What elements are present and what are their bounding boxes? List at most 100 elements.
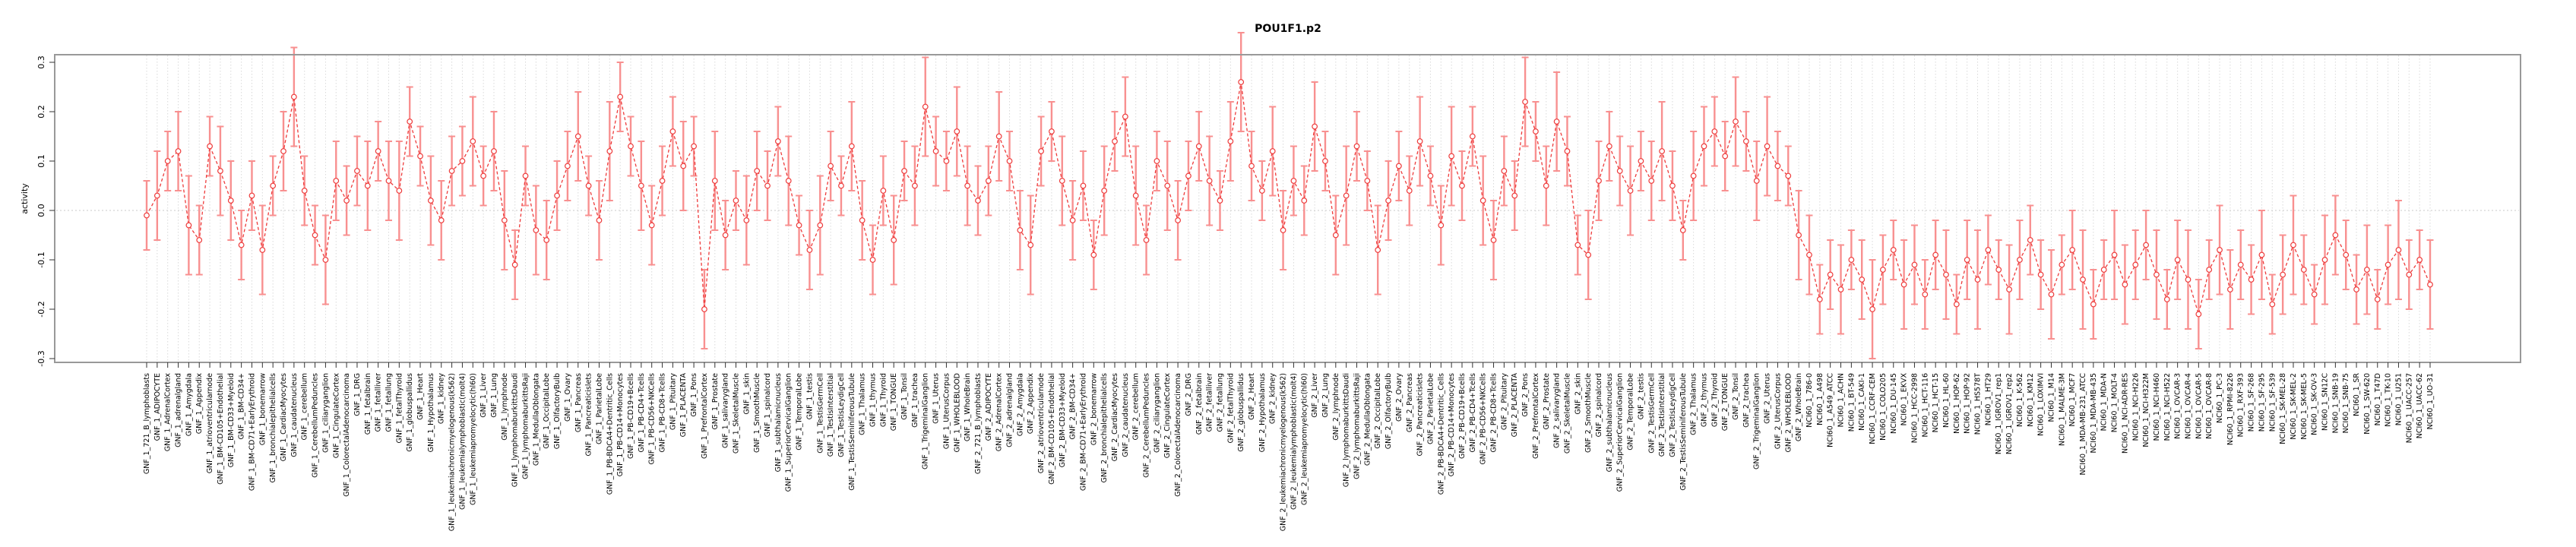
x-tick-label: GNF_1_Liver xyxy=(479,373,488,418)
data-point-marker xyxy=(1690,172,1697,179)
data-point-marker xyxy=(322,257,329,263)
x-tick-label: GNF_1_ciliaryganglion xyxy=(321,373,330,453)
data-point-marker xyxy=(1553,119,1560,125)
data-point-marker xyxy=(1585,251,1592,258)
x-tick-label: NCI60_1_HOP-92 xyxy=(1964,373,1972,434)
x-tick-label: GNF_2_TrigeminalGanglion xyxy=(1753,373,1761,470)
data-point-marker xyxy=(1859,277,1866,283)
data-point-marker xyxy=(1543,182,1549,189)
x-tick-label: NCI60_1_UACC-62 xyxy=(2416,373,2424,438)
data-point-marker xyxy=(1606,143,1612,150)
category-gridlines xyxy=(146,55,2431,362)
x-tick-label: GNF_2_Ovary xyxy=(1395,373,1404,422)
data-point-marker xyxy=(743,217,750,223)
data-point-marker xyxy=(175,148,182,154)
x-tick-label: GNF_2_CerebellumPeduncles xyxy=(1143,373,1151,478)
x-tick-label: GNF_1_testis xyxy=(805,373,814,419)
data-point-marker xyxy=(1816,296,1823,302)
data-point-marker xyxy=(1827,271,1834,278)
data-point-marker xyxy=(2174,257,2181,263)
data-point-marker xyxy=(1574,242,1581,248)
data-point-marker xyxy=(2122,281,2128,288)
data-point-marker xyxy=(2111,251,2118,258)
data-point-marker xyxy=(617,93,624,100)
data-point-marker xyxy=(480,172,487,179)
y-tick-label: -0.1 xyxy=(36,251,46,267)
x-tick-label: GNF_1_BM-CD105+Endothelial xyxy=(217,373,225,485)
x-tick-label: GNF_1_BM-CD33+Myeloid xyxy=(227,373,236,467)
data-point-marker xyxy=(2311,291,2318,298)
x-tick-label: GNF_1_WholeBrain xyxy=(964,373,972,441)
x-tick-label: NCI60_1_MDA-N xyxy=(2100,373,2109,431)
data-point-marker xyxy=(522,172,529,179)
chart-title: POU1F1.p2 xyxy=(1255,23,1321,35)
x-tick-label: GNF_1_TemporalLobe xyxy=(796,373,804,451)
data-point-marker xyxy=(1785,172,1792,179)
x-tick-label: NCI60_1_EKVX xyxy=(1900,373,1909,426)
x-tick-label: NCI60_1_LOXIMVI xyxy=(2037,373,2046,436)
x-tick-label: GNF_1_TONGUE xyxy=(890,373,898,431)
x-tick-label: GNF_2_TestisGermCell xyxy=(1647,373,1656,454)
data-point-marker xyxy=(1006,158,1013,164)
data-point-marker xyxy=(2100,267,2107,273)
x-tick-label: GNF_1_leukemiachronicmyelogenous(k562) xyxy=(448,373,457,531)
plot-border xyxy=(54,54,2521,363)
x-tick-label: GNF_2_cerebellum xyxy=(1132,373,1141,441)
data-point-marker xyxy=(227,198,234,204)
y-tick-label: 0.2 xyxy=(36,105,46,119)
x-tick-label: GNF_1_DRG xyxy=(353,373,362,416)
x-tick-label: GNF_2_leukemiapromyelocytic(hl60) xyxy=(1300,373,1309,505)
data-point-marker xyxy=(932,148,939,154)
plot-border xyxy=(54,54,2521,363)
data-point-marker xyxy=(1059,178,1065,184)
data-point-marker xyxy=(1490,237,1497,243)
data-point-marker xyxy=(2059,261,2065,268)
x-tick-label: GNF_1_ParietalLobe xyxy=(595,373,603,444)
x-tick-label: NCI60_1_A498 xyxy=(1816,373,1824,425)
x-tick-label: GNF_2_PrefrontalCortex xyxy=(1532,373,1540,459)
data-point-marker xyxy=(1511,192,1518,199)
x-tick-label: GNF_1_leukemialymphoblastic(molt4) xyxy=(458,373,467,510)
data-point-marker xyxy=(1396,163,1402,169)
data-point-marker xyxy=(1195,143,1202,150)
x-tick-label: NCI60_1_HT29 xyxy=(1984,373,1992,425)
x-tick-label: NCI60_1_SF-295 xyxy=(2258,373,2266,432)
data-point-marker xyxy=(1038,148,1044,154)
x-tick-label: GNF_2_fetalliver xyxy=(1206,373,1214,432)
data-point-marker xyxy=(943,158,950,164)
x-tick-label: NCI60_1_SK-MEL-28 xyxy=(2279,373,2287,444)
data-point-marker xyxy=(1679,227,1686,233)
x-tick-label: GNF_1_BM-CD34+ xyxy=(238,373,246,440)
y-tick-label: 0.0 xyxy=(36,204,46,217)
x-tick-label: NCI60_1_HCT-15 xyxy=(1932,373,1940,432)
x-tick-label: GNF_2_TestisSeminiferousTubule xyxy=(1679,373,1688,491)
data-point-marker xyxy=(1648,178,1655,184)
data-point-marker xyxy=(1953,301,1960,308)
data-point-marker xyxy=(1290,178,1297,184)
data-point-marker xyxy=(1995,267,2002,273)
data-point-marker xyxy=(701,306,707,312)
x-tick-label: GNF_2_subthalamicnucleus xyxy=(1606,373,1614,472)
x-tick-label: GNF_2_fetalThyroid xyxy=(1226,373,1235,443)
x-tick-label: GNF_2_BM-CD105+Endothelial xyxy=(1048,373,1056,485)
x-tick-label: NCI60_1_CAKI-1 xyxy=(1858,373,1866,431)
x-tick-label: NCI60_1_UO-31 xyxy=(2426,373,2435,429)
x-tick-label: GNF_1_SkeletalMuscle xyxy=(732,373,740,454)
data-point-marker xyxy=(1027,242,1034,248)
x-tick-label: GNF_2_lymphnode xyxy=(1332,373,1340,441)
x-tick-label: GNF_2_SuperiorCervicalGanglion xyxy=(1616,373,1625,492)
x-tick-label: GNF_1_salivarygland xyxy=(722,373,730,448)
data-point-marker xyxy=(2006,286,2012,292)
x-tick-label: GNF_2_globuspallidus xyxy=(1237,373,1245,452)
x-tick-label: GNF_2_skin xyxy=(1574,373,1582,415)
x-tick-label: GNF_1_PB-CD14+Monocytes xyxy=(616,373,625,476)
x-tick-label: GNF_2_DRG xyxy=(1185,373,1193,416)
data-point-marker xyxy=(1533,128,1539,134)
x-tick-label: GNF_1_CerebellumPeduncles xyxy=(312,373,320,478)
x-tick-label: GNF_1_kidney xyxy=(438,373,446,425)
data-point-marker xyxy=(417,153,423,160)
data-point-marker xyxy=(1564,148,1571,154)
x-tick-label: GNF_1_BM-CD71+EarlyErythroid xyxy=(248,373,256,491)
y-tick-label: -0.2 xyxy=(36,301,46,317)
data-point-marker xyxy=(848,143,855,150)
